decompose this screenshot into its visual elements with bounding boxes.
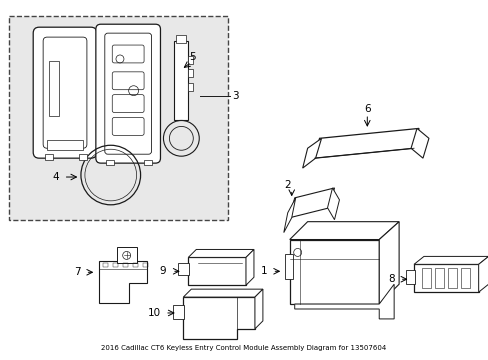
- Polygon shape: [99, 261, 146, 303]
- Polygon shape: [289, 239, 379, 304]
- Bar: [9, 16, 227, 220]
- Bar: [434, 268, 443, 288]
- Bar: [143, 160, 151, 165]
- Bar: [102, 264, 107, 267]
- Bar: [188, 257, 245, 285]
- Bar: [188, 83, 193, 91]
- Bar: [447, 268, 456, 288]
- Polygon shape: [379, 222, 398, 304]
- Bar: [105, 160, 114, 165]
- Bar: [49, 61, 59, 116]
- Bar: [142, 264, 147, 267]
- Bar: [178, 264, 189, 275]
- Bar: [174, 41, 188, 121]
- Polygon shape: [183, 297, 254, 339]
- Bar: [405, 270, 414, 284]
- Bar: [117, 247, 136, 264]
- Text: 1: 1: [261, 266, 267, 276]
- Polygon shape: [183, 289, 263, 297]
- Polygon shape: [188, 249, 253, 257]
- Polygon shape: [314, 129, 418, 158]
- Text: 9: 9: [160, 266, 166, 276]
- Text: 2016 Cadillac CT6 Keyless Entry Control Module Assembly Diagram for 13507604: 2016 Cadillac CT6 Keyless Entry Control …: [101, 345, 386, 351]
- Polygon shape: [413, 256, 488, 264]
- FancyBboxPatch shape: [96, 24, 160, 163]
- Bar: [188, 56, 193, 64]
- Bar: [188, 69, 193, 77]
- Text: 3: 3: [232, 91, 238, 101]
- Text: 5: 5: [189, 52, 196, 62]
- Bar: [173, 305, 184, 319]
- Bar: [421, 268, 430, 288]
- Polygon shape: [283, 198, 295, 233]
- Text: 4: 4: [52, 172, 59, 182]
- Polygon shape: [294, 284, 393, 319]
- Polygon shape: [410, 129, 428, 158]
- Text: 10: 10: [147, 308, 160, 318]
- Polygon shape: [327, 188, 339, 220]
- Polygon shape: [478, 256, 488, 292]
- Bar: [284, 255, 292, 279]
- Text: 7: 7: [74, 267, 81, 277]
- Text: 6: 6: [363, 104, 370, 113]
- Polygon shape: [289, 188, 334, 218]
- Polygon shape: [302, 138, 321, 168]
- Text: 2: 2: [284, 180, 290, 190]
- Bar: [460, 268, 469, 288]
- Bar: [79, 154, 87, 160]
- Bar: [47, 140, 83, 150]
- Bar: [413, 264, 478, 292]
- Bar: [132, 264, 137, 267]
- FancyBboxPatch shape: [33, 27, 97, 158]
- Bar: [45, 154, 53, 160]
- Bar: [113, 264, 118, 267]
- Bar: [122, 264, 127, 267]
- Polygon shape: [245, 249, 253, 285]
- Polygon shape: [289, 222, 398, 239]
- Text: 8: 8: [388, 274, 394, 284]
- Bar: [176, 35, 186, 43]
- Polygon shape: [254, 289, 263, 329]
